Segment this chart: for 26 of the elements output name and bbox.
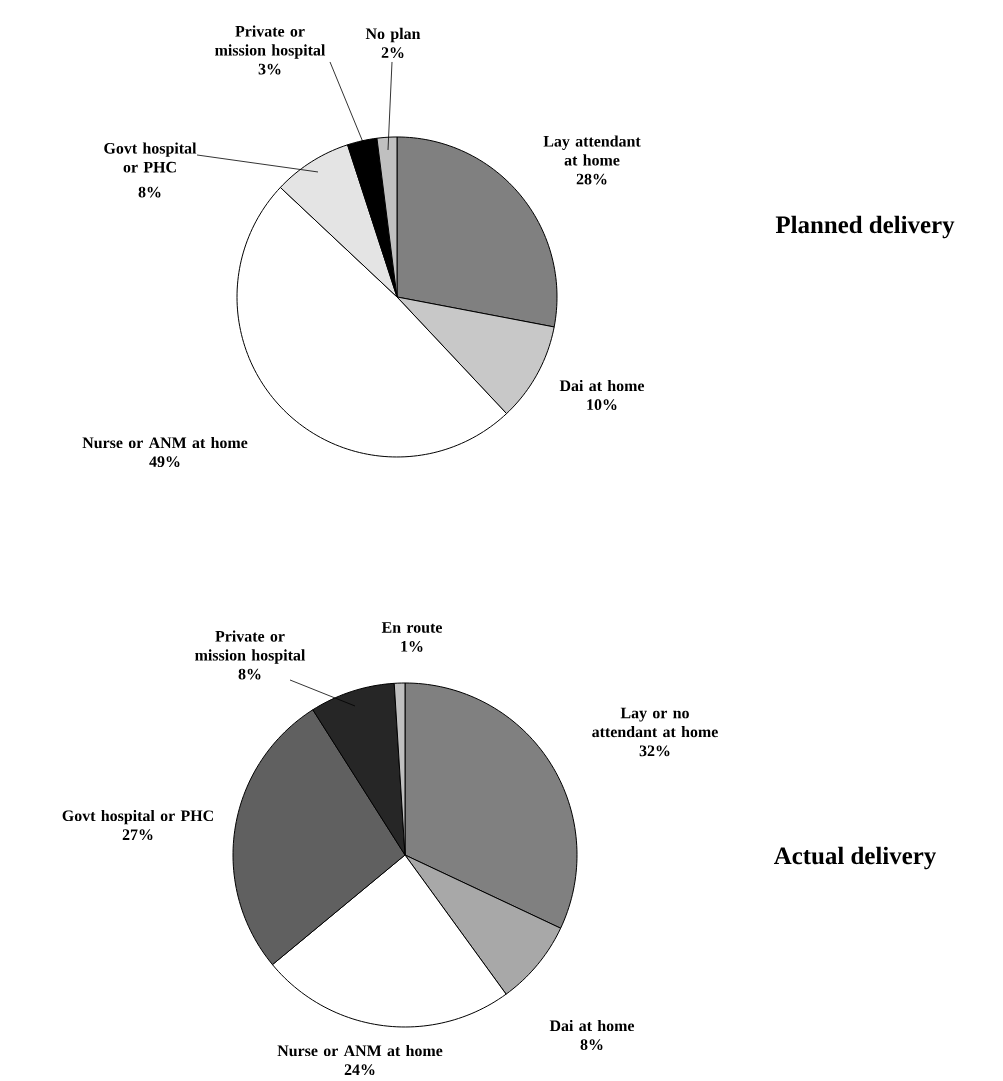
data-label: 3% <box>258 63 281 75</box>
slice-label: Nurse or ANM at home <box>277 1044 443 1057</box>
slice-label: Private or mission hospital <box>215 25 326 59</box>
slice-label: Govt hospital or PHC <box>104 142 197 173</box>
data-label: 2% <box>381 47 404 59</box>
text: Actual delivery <box>773 846 937 870</box>
text: Planned delivery <box>775 215 955 239</box>
slice-label: Dai at home <box>559 379 645 392</box>
data-label: 27% <box>122 829 153 841</box>
slice-label: Lay attendant at home <box>543 135 641 166</box>
data-label: 8% <box>580 1039 603 1051</box>
slice-label: Lay or no attendant at home <box>592 707 718 738</box>
data-label: 10% <box>587 399 617 411</box>
data-label: 1% <box>401 640 423 652</box>
slice-label: Private or mission hospital <box>195 630 306 664</box>
data-label: 49% <box>149 456 180 468</box>
slice-label: No plan <box>365 27 421 43</box>
data-label: 28% <box>576 173 607 185</box>
slice-label: Govt hospital or PHC <box>62 809 213 825</box>
slice-label: Dai at home <box>549 1019 635 1032</box>
data-label: 8% <box>238 668 261 680</box>
data-label: 24% <box>344 1064 375 1076</box>
slice-label: Nurse or ANM at home <box>82 436 248 449</box>
slice-label: En route <box>381 622 442 633</box>
data-label: 8% <box>138 186 161 198</box>
data-label: 32% <box>639 745 670 757</box>
